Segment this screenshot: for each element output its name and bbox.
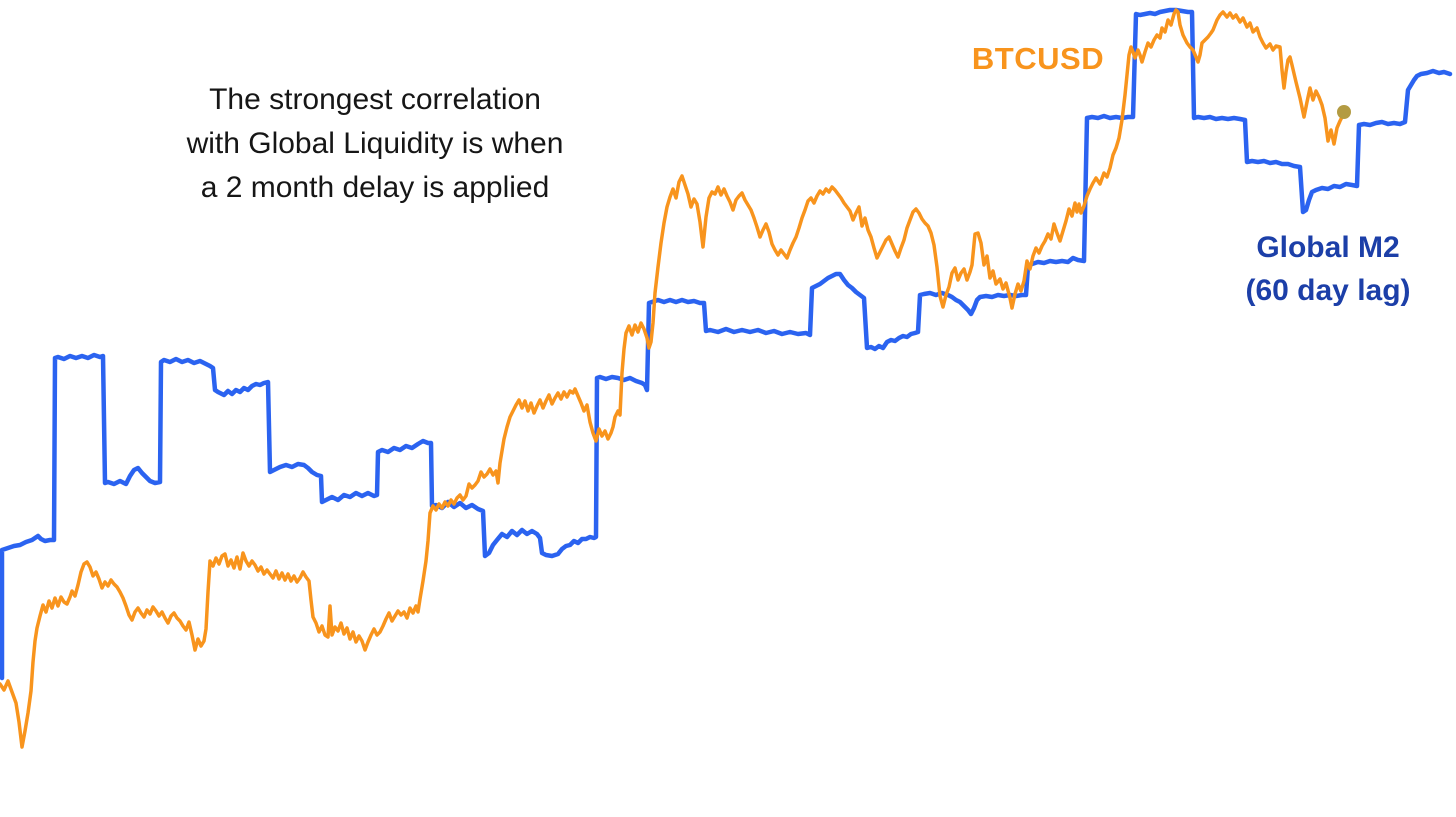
series-end-dot [1337,105,1351,119]
series-line-global-m2-60-day-lag [0,7,1453,681]
annotation-line-2: with Global Liquidity is when [186,127,564,160]
annotation-text: The strongest correlation with Global Li… [187,78,564,210]
series-line-btcusd [0,8,1345,749]
annotation-line-3: a 2 month delay is applied [200,171,550,204]
global-m2-series-label: Global M2 (60 day lag) [1245,226,1410,312]
global-m2-label-line-2: (60 day lag) [1245,274,1411,307]
btcusd-series-label: BTCUSD [971,41,1105,76]
global-m2-label-line-1: Global M2 [1256,231,1400,264]
annotation-line-1: The strongest correlation [209,83,541,116]
